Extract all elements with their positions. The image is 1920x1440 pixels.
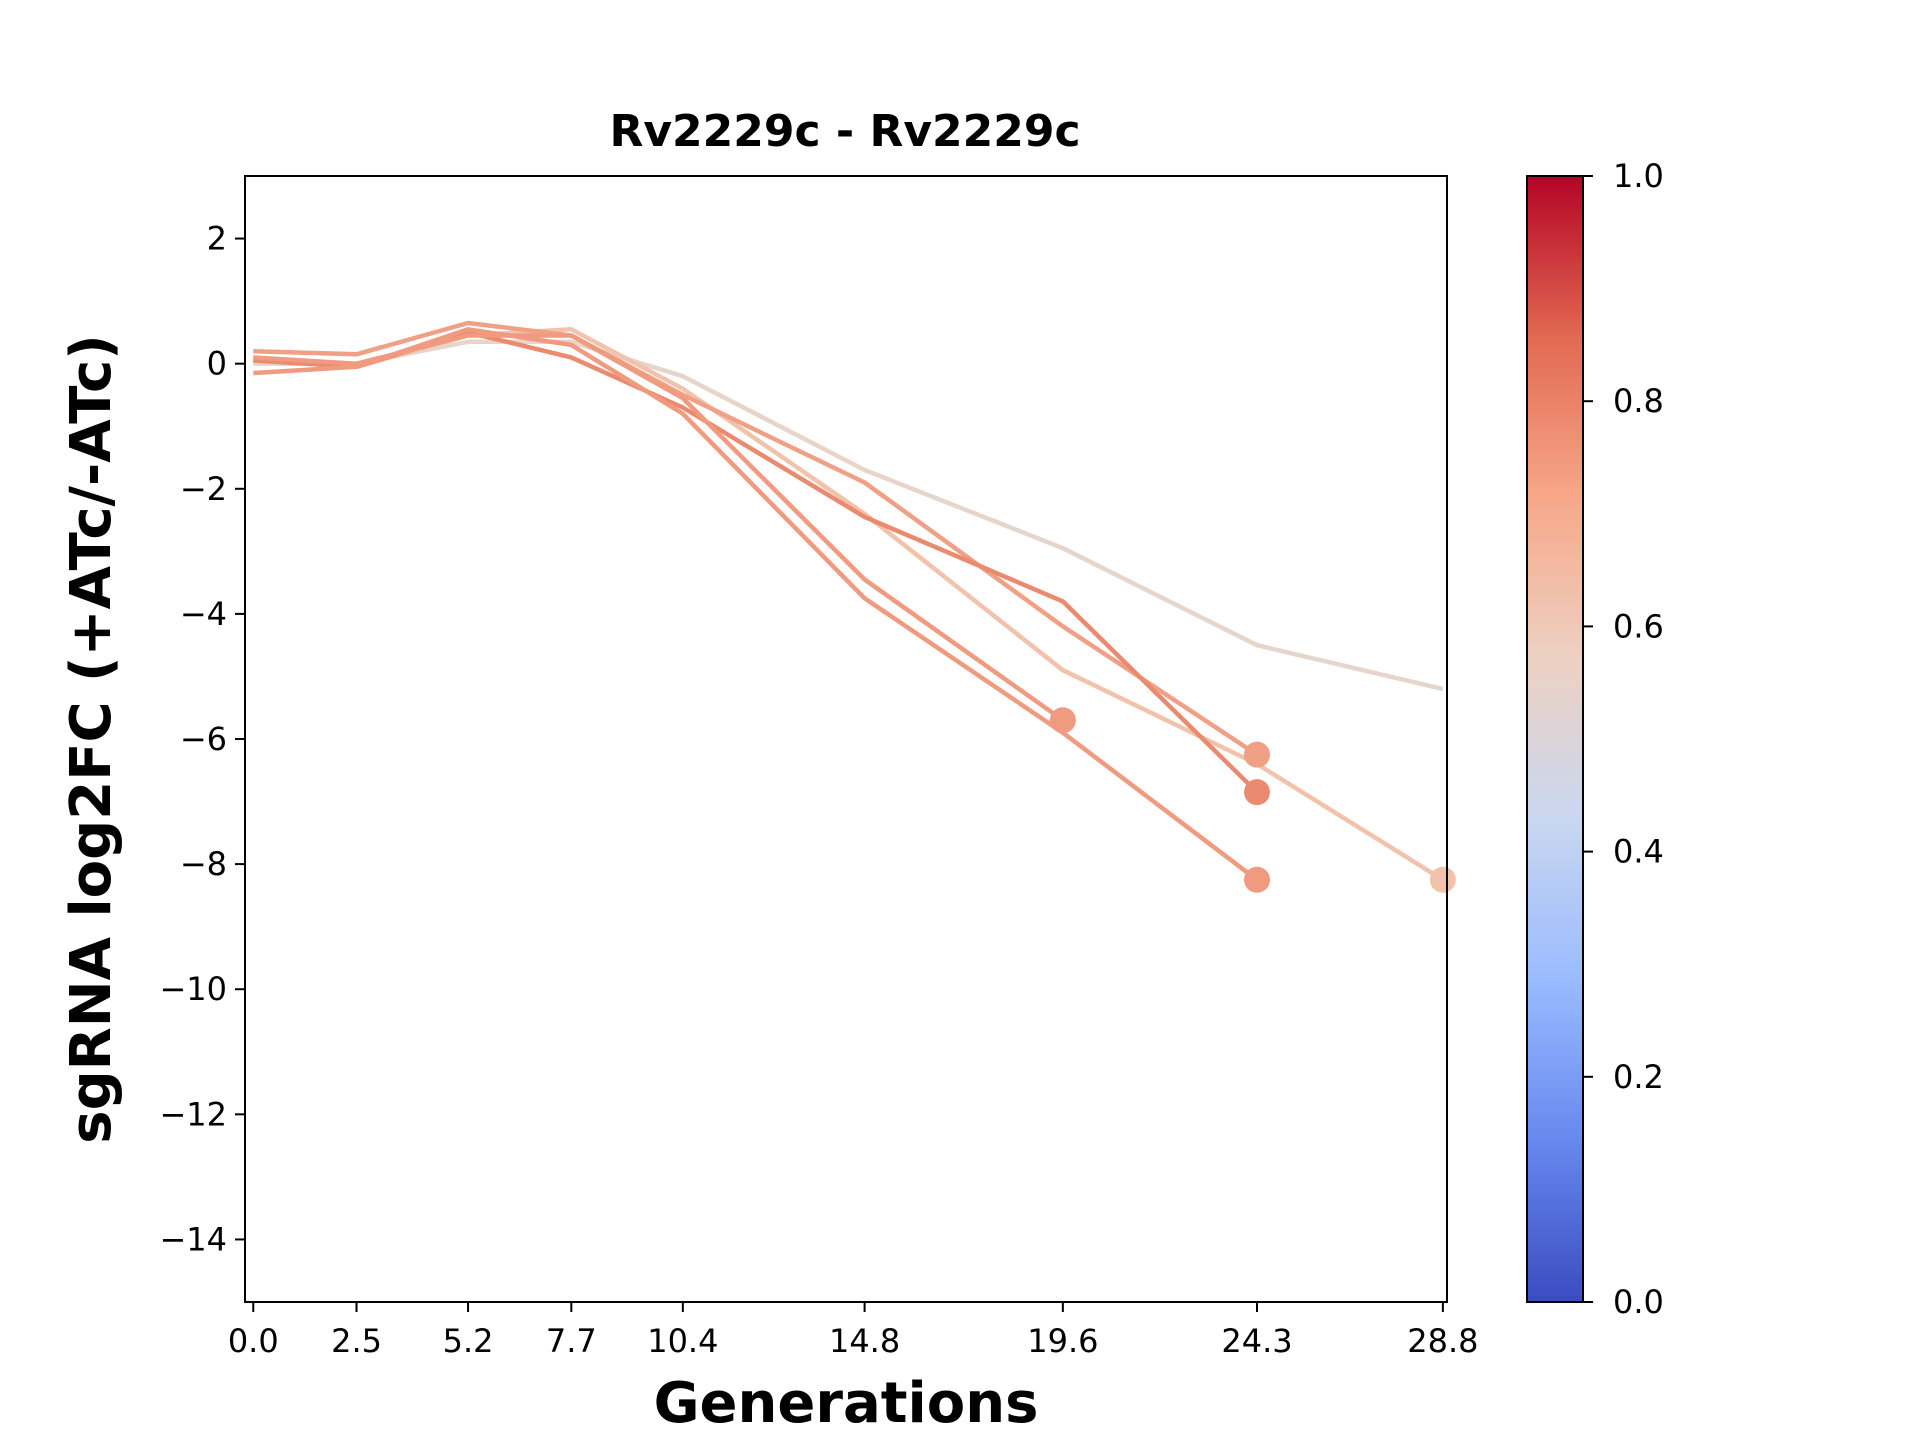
chart-title: Rv2229c - Rv2229c	[609, 106, 1080, 157]
y-tick-label: 2	[207, 220, 227, 258]
y-tick-label: −10	[159, 970, 227, 1008]
y-tick-label: −4	[180, 595, 227, 633]
x-axis: 0.0 2.5 5.2 7.7 10.4 14.8 19.6 24.3 28.8	[228, 1302, 1478, 1360]
y-axis: 2 0 −2 −4 −6 −8 −10 −12 −14	[159, 220, 245, 1258]
x-tick-label: 24.3	[1221, 1322, 1292, 1360]
colorbar-gradient	[1526, 175, 1584, 1303]
x-axis-title: Generations	[654, 1371, 1039, 1436]
series-end-marker-6	[1049, 707, 1076, 734]
y-tick-label: −8	[180, 845, 227, 883]
series-line-6	[253, 333, 1065, 723]
y-tick-label: −14	[159, 1220, 227, 1258]
y-tick-label: −6	[180, 720, 227, 758]
series-end-marker-3	[1243, 741, 1270, 768]
x-tick-label: 28.8	[1407, 1322, 1478, 1360]
series-end-marker-5	[1243, 866, 1270, 893]
series-end-marker-2	[1429, 866, 1456, 893]
series-line-1	[253, 339, 1444, 692]
x-tick-label: 10.4	[647, 1322, 718, 1360]
colorbar-tick-label: 0.8	[1613, 382, 1664, 420]
y-tick-label: 0	[207, 345, 227, 383]
colorbar: 0.0 0.2 0.4 0.6 0.8 1.0	[1526, 157, 1664, 1321]
plot-lines	[253, 320, 1456, 893]
x-tick-label: 5.2	[443, 1322, 494, 1360]
x-tick-label: 2.5	[331, 1322, 382, 1360]
colorbar-tick-label: 0.4	[1613, 833, 1664, 871]
x-tick-label: 19.6	[1027, 1322, 1098, 1360]
x-tick-label: 0.0	[228, 1322, 279, 1360]
colorbar-tick-label: 0.0	[1613, 1283, 1664, 1321]
y-tick-label: −12	[159, 1095, 227, 1133]
colorbar-tick-label: 1.0	[1613, 157, 1664, 195]
colorbar-tick-label: 0.2	[1613, 1058, 1664, 1096]
x-tick-label: 7.7	[546, 1322, 597, 1360]
y-axis-title: sgRNA log2FC (+ATc/-ATc)	[59, 334, 124, 1144]
colorbar-tick-label: 0.6	[1613, 607, 1664, 645]
series-line-4	[253, 330, 1259, 794]
series-end-marker-4	[1243, 779, 1270, 806]
y-tick-label: −2	[180, 470, 227, 508]
x-tick-label: 14.8	[829, 1322, 900, 1360]
